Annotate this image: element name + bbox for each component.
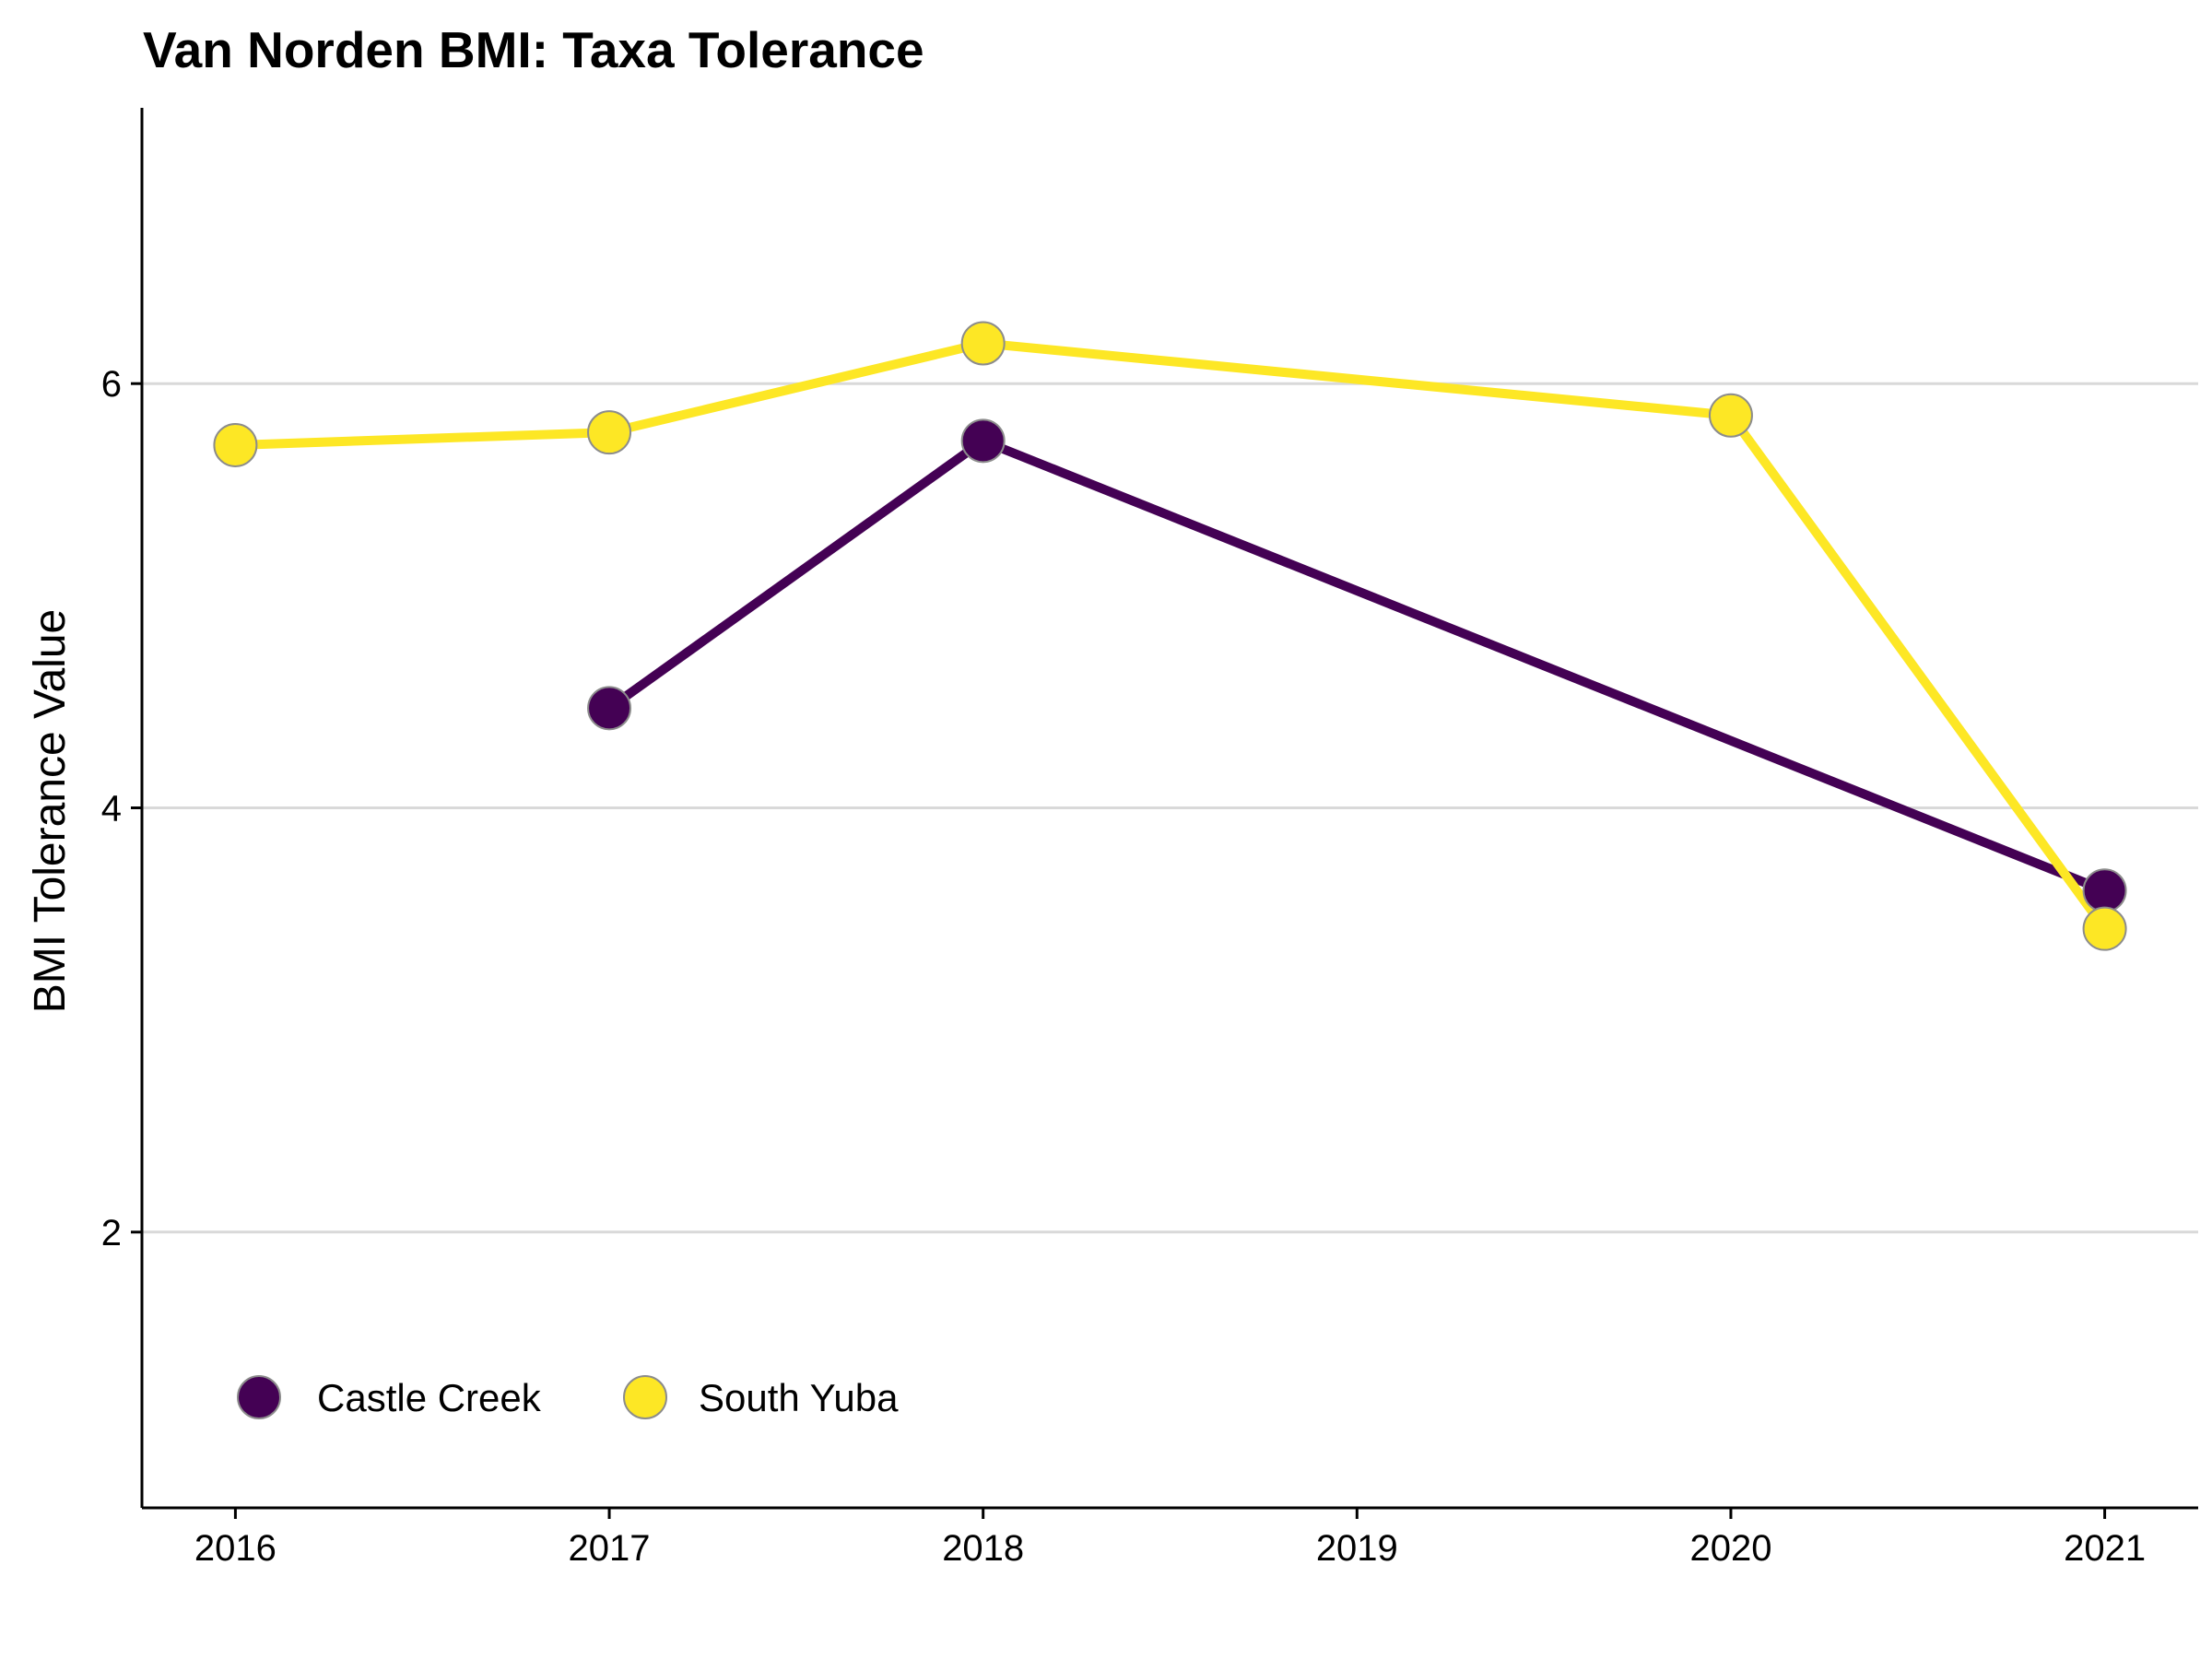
series-lines bbox=[235, 338, 2109, 932]
x-ticks: 2016 2017 2018 2019 2020 2021 bbox=[194, 1508, 2146, 1569]
x-tick-label-2019: 2019 bbox=[1316, 1528, 1398, 1569]
x-tick-label-2018: 2018 bbox=[942, 1528, 1024, 1569]
x-tick-label-2021: 2021 bbox=[2064, 1528, 2146, 1569]
series-points bbox=[213, 321, 2127, 951]
gridlines bbox=[142, 382, 2198, 1234]
legend-item-castle-creek: Castle Creek bbox=[237, 1375, 542, 1419]
x-tick-label-2020: 2020 bbox=[1689, 1528, 1771, 1569]
legend-label-south-yuba: South Yuba bbox=[699, 1376, 899, 1419]
legend-label-castle-creek: Castle Creek bbox=[317, 1376, 542, 1419]
point-south-yuba-2018 bbox=[960, 321, 1006, 366]
point-south-yuba-2016 bbox=[213, 422, 258, 467]
point-castle-creek-2018 bbox=[960, 418, 1006, 464]
point-south-yuba-2021 bbox=[2082, 906, 2127, 951]
y-tick-label-6: 6 bbox=[101, 364, 122, 405]
point-south-yuba-2020 bbox=[1708, 393, 1753, 438]
point-castle-creek-2021 bbox=[2082, 868, 2127, 913]
point-south-yuba-2017 bbox=[587, 410, 632, 455]
x-tick-label-2017: 2017 bbox=[569, 1528, 651, 1569]
series-line-castle-creek bbox=[606, 436, 2107, 895]
x-tick-label-2016: 2016 bbox=[194, 1528, 276, 1569]
y-tick-label-4: 4 bbox=[101, 789, 122, 830]
y-ticks: 2 4 6 bbox=[101, 364, 142, 1253]
legend-marker-south-yuba bbox=[623, 1375, 667, 1419]
y-axis-title: BMI Tolerance Value bbox=[26, 609, 75, 1013]
legend-item-south-yuba: South Yuba bbox=[623, 1375, 899, 1419]
point-castle-creek-2017 bbox=[587, 686, 632, 731]
chart-title: Van Norden BMI: Taxa Tolerance bbox=[143, 21, 924, 78]
series-line-south-yuba bbox=[235, 338, 2109, 932]
legend-marker-castle-creek bbox=[237, 1375, 281, 1419]
legend: Castle Creek South Yuba bbox=[237, 1375, 899, 1419]
y-tick-label-2: 2 bbox=[101, 1213, 122, 1253]
